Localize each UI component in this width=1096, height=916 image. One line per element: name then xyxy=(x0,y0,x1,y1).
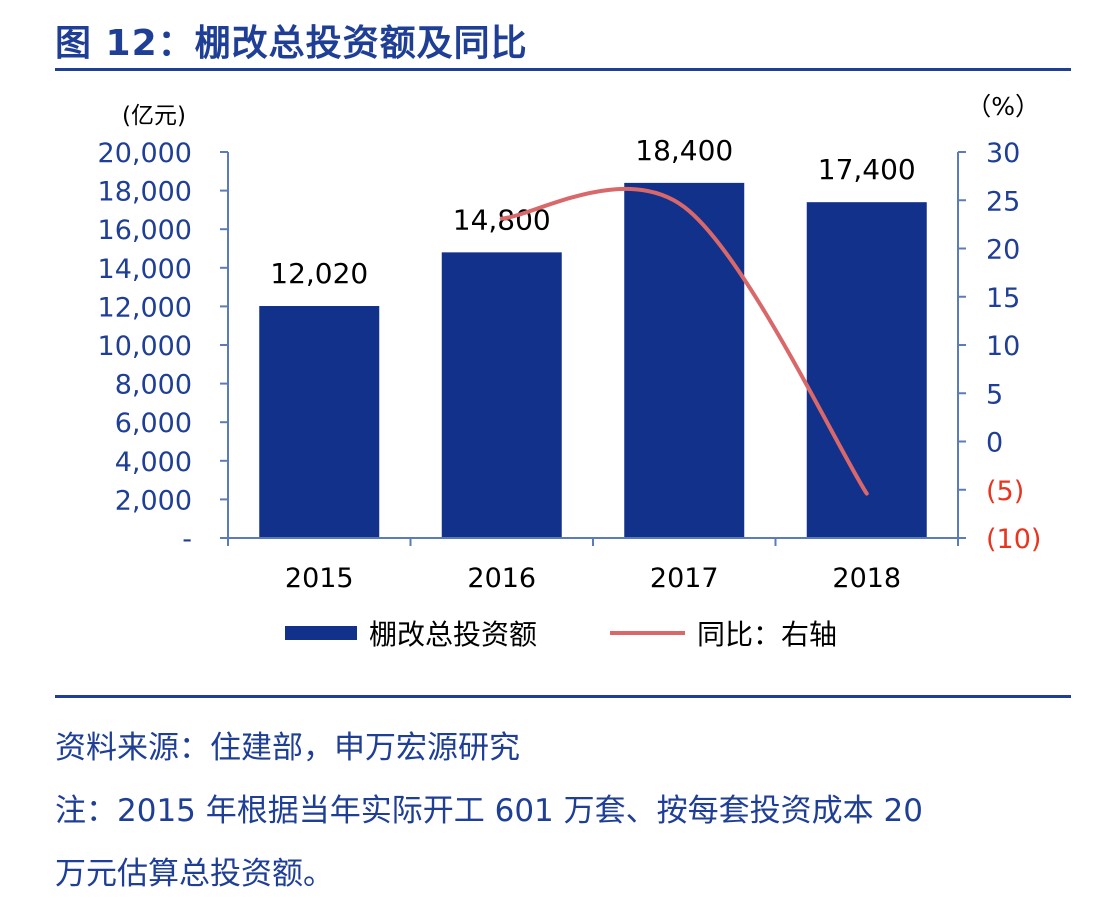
right-tick-label: 20 xyxy=(986,235,1020,266)
bar-data-label: 12,020 xyxy=(270,257,368,290)
legend: 棚改总投资额 同比：右轴 xyxy=(285,618,837,651)
left-axis: - 2,000 4,000 6,000 8,000 10,000 12,000 14,000 1… xyxy=(98,138,229,555)
legend-swatch-bar xyxy=(285,626,357,640)
right-tick-label: 25 xyxy=(986,186,1020,217)
line-series xyxy=(499,187,869,496)
yoy-growth-line xyxy=(499,187,869,496)
title-rule xyxy=(55,68,1071,71)
right-tick-label: 10 xyxy=(986,331,1020,362)
right-tick-label: 5 xyxy=(986,379,1003,410)
right-tick-label: (5) xyxy=(986,476,1024,507)
right-tick-label: 0 xyxy=(986,428,1003,459)
left-tick-label: 14,000 xyxy=(98,254,192,285)
note-line-2: 万元估算总投资额。 xyxy=(55,856,334,892)
left-tick-label: 8,000 xyxy=(115,370,192,401)
bar-data-label: 18,400 xyxy=(635,134,733,167)
figure-title: 图 12：棚改总投资额及同比 xyxy=(55,23,528,64)
bar-2017 xyxy=(624,182,745,538)
left-tick-label: 2,000 xyxy=(115,485,192,516)
x-tick-label: 2016 xyxy=(467,563,536,594)
footer-rule xyxy=(55,695,1071,698)
right-tick-label: 15 xyxy=(986,283,1020,314)
right-axis: (10) (5) 0 5 10 15 20 25 30 xyxy=(957,138,1041,555)
x-tick-label: 2018 xyxy=(832,563,901,594)
legend-label-line: 同比：右轴 xyxy=(697,618,837,651)
bar-2015 xyxy=(259,306,380,538)
right-tick-label: (10) xyxy=(986,524,1041,555)
left-tick-label: 20,000 xyxy=(98,138,192,169)
right-tick-label: 30 xyxy=(986,138,1020,169)
x-tick-label: 2017 xyxy=(650,563,719,594)
x-tick-label: 2015 xyxy=(285,563,354,594)
left-axis-unit-label: (亿元) xyxy=(122,103,186,129)
chart: (亿元) （%） - 2,000 4,000 6,000 8,000 10,000 12,0… xyxy=(98,92,1042,651)
left-tick-label: 16,000 xyxy=(98,215,192,246)
left-tick-label: - xyxy=(182,524,192,555)
bar-2016 xyxy=(441,252,562,539)
left-tick-label: 18,000 xyxy=(98,177,192,208)
bar-2018 xyxy=(806,202,927,538)
left-tick-label: 10,000 xyxy=(98,331,192,362)
right-axis-unit-label: （%） xyxy=(966,92,1040,121)
left-tick-label: 12,000 xyxy=(98,292,192,323)
left-tick-label: 4,000 xyxy=(115,447,192,478)
left-tick-label: 6,000 xyxy=(115,408,192,439)
bar-data-label: 17,400 xyxy=(818,153,916,186)
x-axis: 2015 2016 2017 2018 xyxy=(227,537,959,594)
note-line-1: 注：2015 年根据当年实际开工 601 万套、按每套投资成本 20 xyxy=(55,793,923,829)
source-text: 资料来源：住建部，申万宏源研究 xyxy=(55,730,520,766)
legend-label-bar: 棚改总投资额 xyxy=(369,618,537,651)
